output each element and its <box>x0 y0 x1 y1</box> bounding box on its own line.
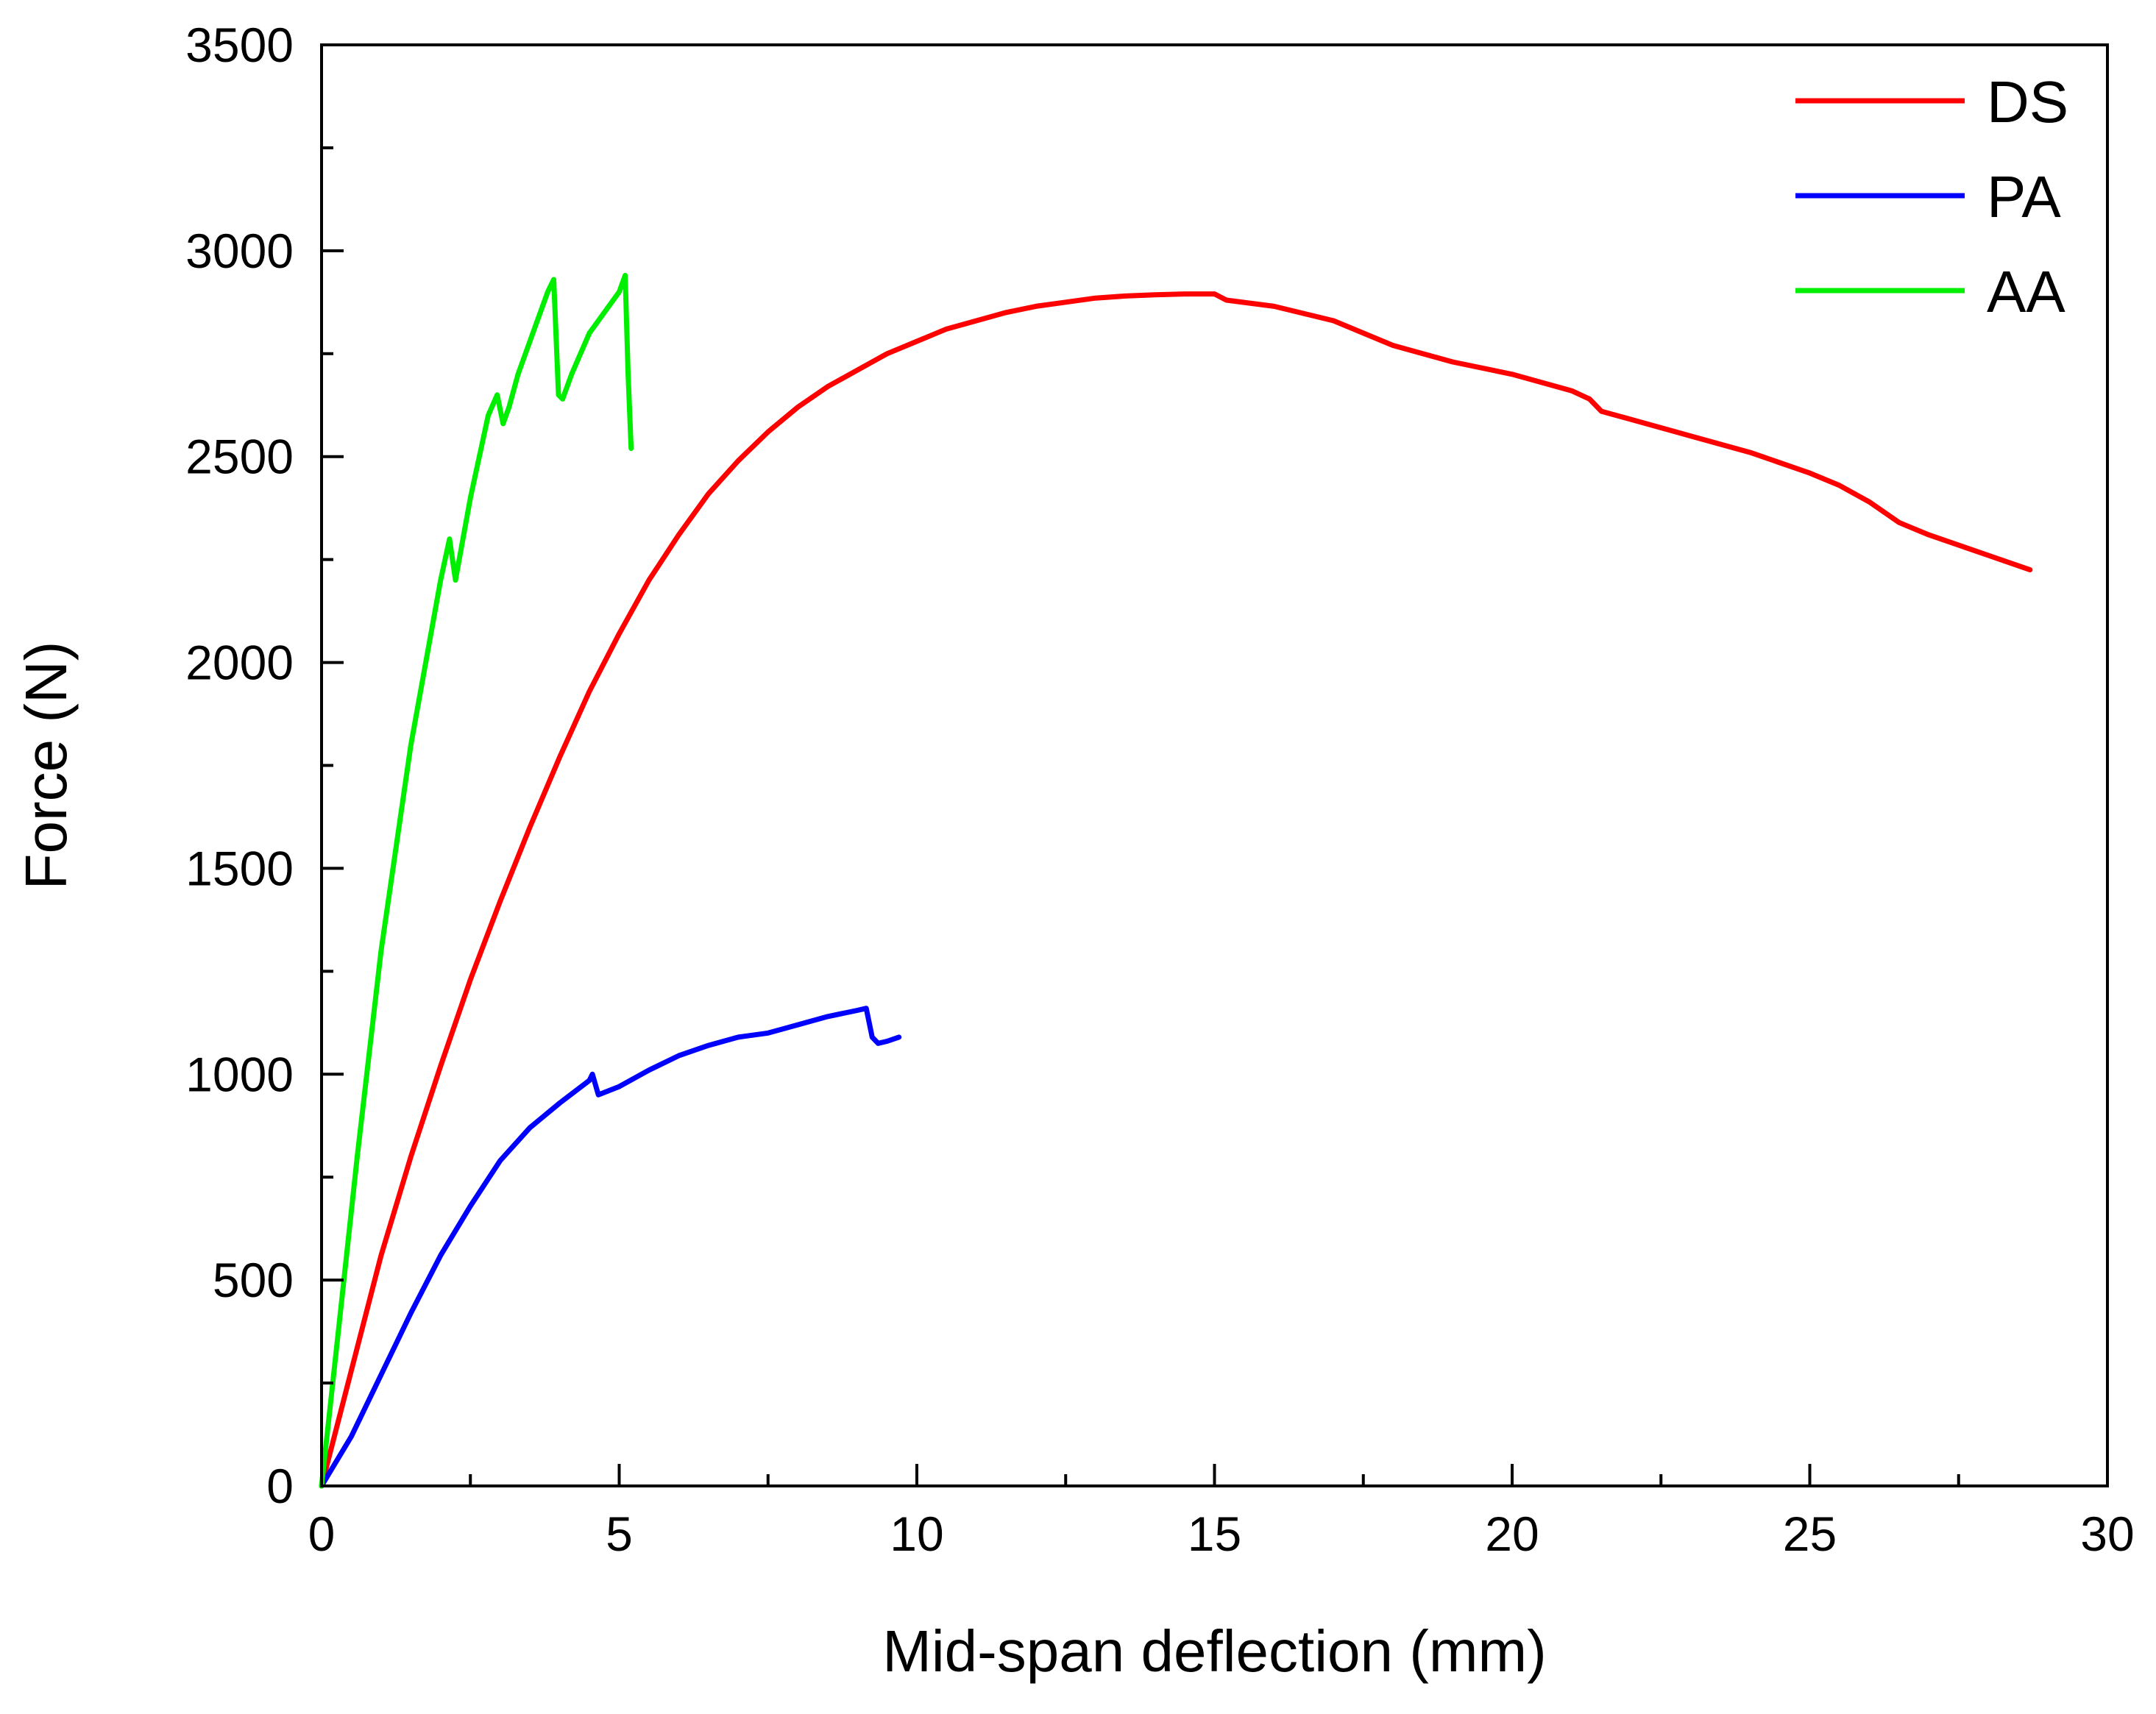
y-tick-label: 1000 <box>185 1047 294 1101</box>
series-line-pa <box>319 1006 902 1489</box>
y-tick-label: 1500 <box>185 841 294 895</box>
series-line-aa <box>319 272 634 1489</box>
y-axis-title: Force (N) <box>13 641 79 890</box>
y-tick-label: 3000 <box>185 224 294 278</box>
y-tick-label: 2500 <box>185 430 294 484</box>
legend-label-pa: PA <box>1987 164 2061 230</box>
legend-label-aa: AA <box>1987 259 2065 324</box>
series-line-ds <box>319 291 2033 1489</box>
y-tick-label: 500 <box>213 1253 294 1307</box>
plot-lines <box>319 272 2033 1489</box>
legend-label-ds: DS <box>1987 69 2068 135</box>
legend: DS PA AA <box>1795 69 2068 324</box>
x-tick-label: 30 <box>2080 1507 2134 1561</box>
x-tick-label: 10 <box>890 1507 943 1561</box>
x-tick-label: 20 <box>1485 1507 1539 1561</box>
x-tick-label: 0 <box>308 1507 336 1561</box>
x-axis-ticks: 0 5 10 15 20 25 30 <box>308 1464 2135 1561</box>
x-tick-label: 15 <box>1188 1507 1241 1561</box>
y-axis-ticks: 0 500 1000 1500 2000 2500 3000 3500 <box>185 18 344 1513</box>
plot-frame <box>320 43 2109 1487</box>
y-tick-label: 3500 <box>185 18 294 72</box>
x-tick-label: 5 <box>606 1507 633 1561</box>
x-tick-label: 25 <box>1783 1507 1837 1561</box>
y-tick-label: 0 <box>266 1459 294 1513</box>
x-axis-title: Mid-span deflection (mm) <box>882 1618 1547 1684</box>
y-tick-label: 2000 <box>185 636 294 690</box>
